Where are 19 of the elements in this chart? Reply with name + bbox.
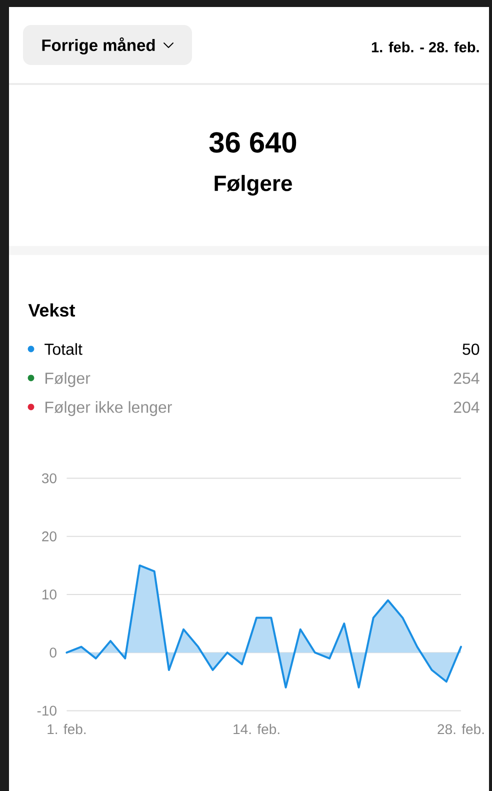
text: Følger ikke lenger: [46, 401, 172, 416]
text: 1. feb. - 28. feb.: [372, 42, 479, 52]
text: Følger: [46, 372, 90, 388]
x-tick-label: 14. feb.: [234, 724, 280, 734]
y-tick-label: 20: [42, 531, 56, 542]
legend-label: Totalt: [44, 343, 82, 355]
text: Forrige måned: [42, 37, 155, 54]
x-tick-label: 1. feb.: [48, 724, 86, 734]
chart-title: Vekst: [28, 303, 76, 317]
text: Følgere: [214, 174, 292, 196]
text: 204: [454, 402, 480, 413]
text: 36 640: [209, 132, 296, 153]
y-tick-label: 0: [50, 648, 56, 658]
y-tick-label: 30: [42, 473, 56, 484]
y-tick-label: 10: [42, 590, 56, 600]
x-tick-label: 28. feb.: [438, 724, 484, 734]
y-tick-label: -10: [37, 706, 56, 716]
text: 50: [462, 344, 480, 355]
text: 254: [454, 372, 480, 384]
